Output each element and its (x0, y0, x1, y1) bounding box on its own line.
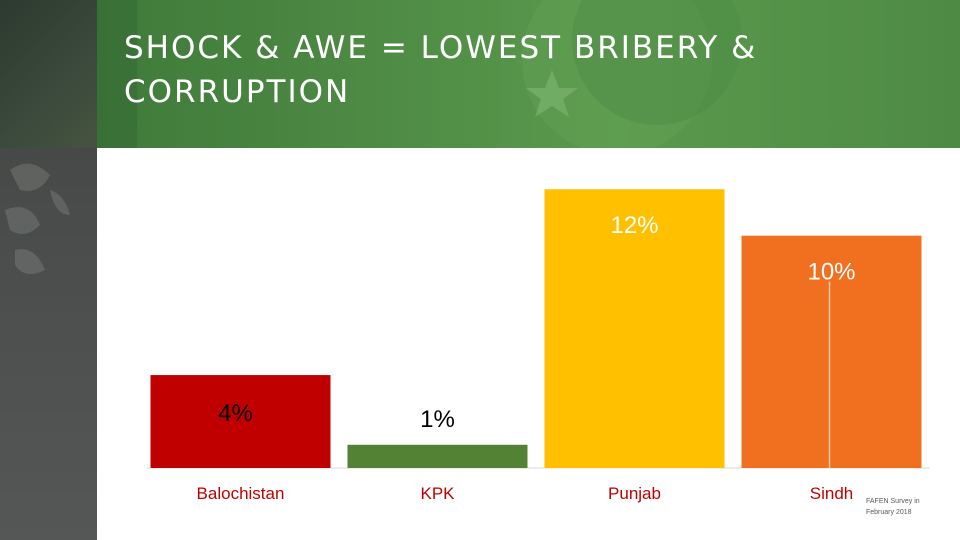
bar-punjab (544, 189, 725, 468)
value-label-kpk: 1% (420, 406, 455, 433)
slide-title: SHOCK & AWE = LOWEST BRIBERY & CORRUPTIO… (124, 30, 758, 110)
category-label-balochistan: Balochistan (197, 484, 285, 503)
source-line-2: February 2018 (866, 509, 912, 516)
emblem-watermark-icon (5, 163, 70, 274)
source-note: FAFEN Survey in February 2018 (866, 496, 936, 518)
bar-kpk (347, 444, 528, 468)
bar-chart: 4% Balochistan 1% KPK 12% Punjab 10% Sindh (147, 189, 930, 503)
bar-sindh (741, 235, 922, 468)
value-label-balochistan: 4% (218, 400, 253, 427)
bar-balochistan (150, 375, 331, 468)
flag-crescent-star-icon (97, 0, 742, 148)
source-line-1: FAFEN Survey in (866, 498, 920, 505)
left-strip-top-panel (0, 0, 97, 148)
slide-header: SHOCK & AWE = LOWEST BRIBERY & CORRUPTIO… (97, 0, 960, 148)
value-label-sindh: 10% (807, 259, 855, 286)
chart-area: 4% Balochistan 1% KPK 12% Punjab 10% Sindh (97, 148, 960, 540)
value-label-punjab: 12% (610, 212, 658, 239)
category-label-punjab: Punjab (608, 484, 661, 503)
category-label-kpk: KPK (420, 484, 455, 503)
category-label-sindh: Sindh (810, 484, 853, 503)
